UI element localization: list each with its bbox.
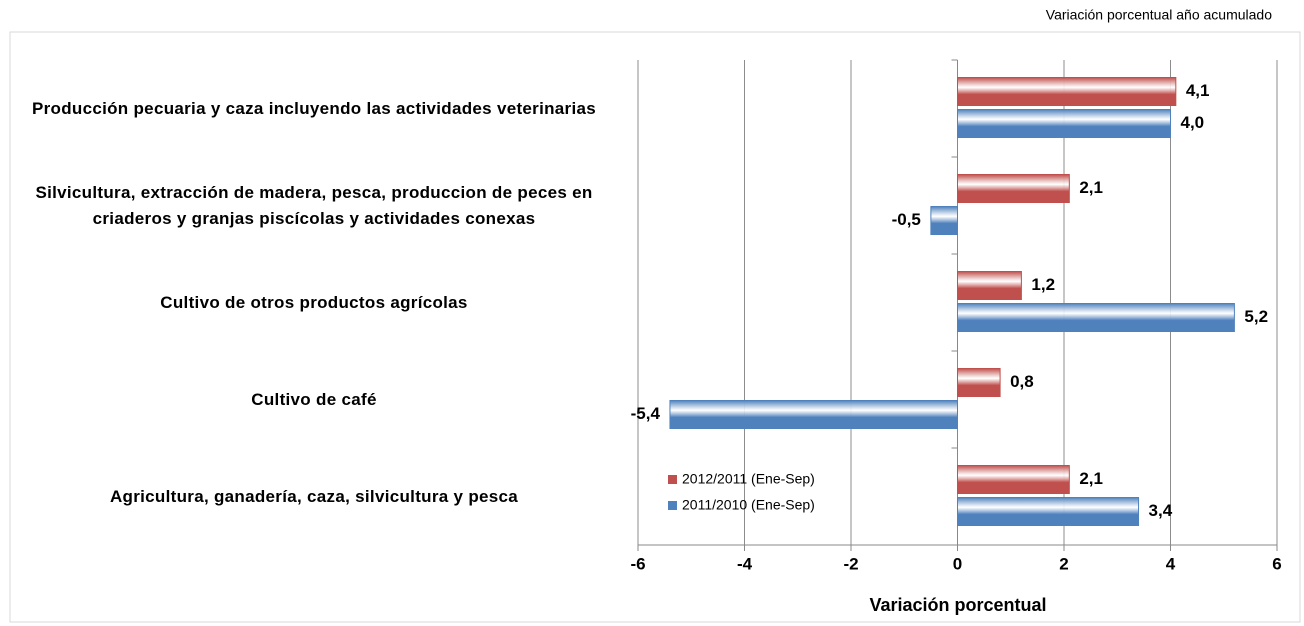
x-axis-label: Variación porcentual: [869, 595, 1046, 615]
category-label: Cultivo de café: [251, 389, 377, 409]
legend-label: 2012/2011 (Ene-Sep): [682, 471, 815, 487]
legend-swatch: [668, 501, 677, 510]
value-label: -5,4: [631, 404, 661, 423]
x-tick-label: 6: [1272, 554, 1281, 573]
x-tick-label: -2: [843, 554, 858, 573]
value-label: 4,0: [1181, 113, 1205, 132]
bar: [930, 206, 958, 235]
bar: [957, 303, 1235, 332]
bar: [957, 174, 1070, 203]
subtitle: Variación porcentual año acumulado: [1046, 7, 1272, 23]
category-label: Producción pecuaria y caza incluyendo la…: [31, 98, 597, 118]
x-tick-label: 2: [1059, 554, 1068, 573]
bar: [957, 77, 1177, 106]
chart-border: [9, 31, 1301, 623]
category-label: Cultivo de otros productos agrícolas: [160, 292, 468, 312]
bar: [957, 368, 1001, 397]
value-label: 0,8: [1010, 372, 1034, 391]
x-tick-label: 0: [953, 554, 962, 573]
value-label: 1,2: [1031, 275, 1055, 294]
value-label: 4,1: [1186, 81, 1210, 100]
bar: [957, 109, 1171, 138]
x-tick-label: 4: [1166, 554, 1176, 573]
value-label: 2,1: [1079, 178, 1103, 197]
value-label: 2,1: [1079, 469, 1103, 488]
bar: [957, 271, 1022, 300]
bar: [957, 465, 1070, 494]
value-label: 3,4: [1149, 501, 1173, 520]
legend-label: 2011/2010 (Ene-Sep): [682, 497, 815, 513]
category-label: Silvicultura, extracción de madera, pesc…: [35, 182, 593, 228]
legend-swatch: [668, 475, 677, 484]
value-label: 5,2: [1244, 307, 1268, 326]
value-label: -0,5: [892, 210, 921, 229]
bar: [957, 497, 1140, 526]
x-tick-label: -6: [630, 554, 645, 573]
bar: [669, 400, 958, 429]
category-label: Agricultura, ganadería, caza, silvicultu…: [109, 486, 519, 506]
x-tick-label: -4: [737, 554, 753, 573]
